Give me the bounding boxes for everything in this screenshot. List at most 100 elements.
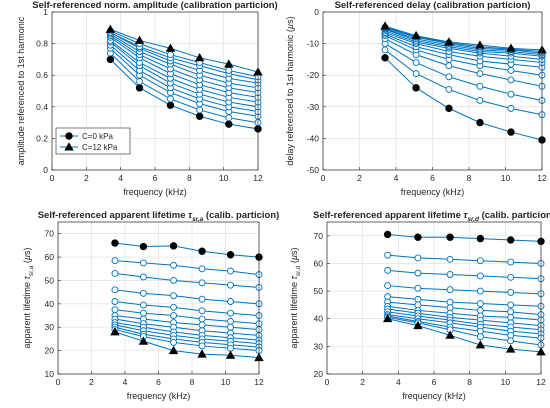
data-point bbox=[507, 289, 515, 296]
data-point bbox=[170, 292, 178, 300]
data-point bbox=[134, 35, 145, 44]
y-axis-label: apparent lifetime τsr,d (µs) bbox=[289, 247, 302, 348]
x-tick-label: 0 bbox=[50, 173, 55, 183]
data-point bbox=[445, 62, 453, 70]
data-point bbox=[412, 70, 420, 78]
data-point bbox=[507, 273, 515, 281]
data-point bbox=[414, 269, 422, 277]
x-tick-label: 10 bbox=[221, 377, 231, 387]
data-point bbox=[507, 301, 515, 309]
data-point bbox=[194, 53, 205, 62]
data-point bbox=[507, 90, 515, 98]
series-2 bbox=[384, 266, 545, 283]
data-point bbox=[111, 306, 119, 314]
data-point bbox=[446, 233, 454, 241]
series-line bbox=[384, 38, 543, 87]
data-point bbox=[476, 97, 484, 104]
series-line bbox=[387, 308, 542, 327]
data-point bbox=[225, 114, 233, 122]
ylabel-unit: s) bbox=[285, 16, 295, 24]
x-tick-label: 8 bbox=[467, 377, 472, 387]
series-line bbox=[387, 269, 542, 280]
series-line bbox=[387, 305, 542, 321]
series-line bbox=[384, 25, 543, 51]
data-point bbox=[166, 51, 174, 59]
data-point bbox=[198, 279, 206, 287]
ylabel-paren: ( bbox=[22, 260, 32, 266]
x-tick-label: 10 bbox=[501, 173, 511, 183]
y-tick-label: 50 bbox=[314, 286, 324, 296]
series-line bbox=[384, 28, 543, 57]
data-point bbox=[476, 234, 485, 243]
y-tick-label: 30 bbox=[314, 341, 324, 351]
ylabel-text: delay referenced to 1st harmonic ( bbox=[285, 29, 295, 166]
data-point bbox=[411, 30, 421, 40]
data-point bbox=[476, 82, 484, 90]
legend: C=0 kPa C=12 kPa bbox=[55, 127, 131, 155]
legend-marker bbox=[64, 142, 74, 151]
title-text: Self-referenced apparent lifetime bbox=[38, 210, 188, 221]
data-point bbox=[111, 286, 119, 294]
data-point bbox=[476, 272, 484, 280]
data-point bbox=[225, 67, 233, 74]
y-tick-label: 40 bbox=[314, 314, 324, 324]
x-tick-label: 0 bbox=[325, 377, 330, 387]
data-point bbox=[507, 128, 515, 136]
chart-title: Self-referenced apparent lifetime τsr,a … bbox=[38, 210, 280, 223]
chart-panel-lifetime-d: 0 2 4 6 8 10 12 20 30 40 50 60 70 Self-referenced app… bbox=[289, 210, 550, 401]
y-tick-label: -20 bbox=[307, 70, 320, 80]
data-point bbox=[507, 337, 515, 345]
data-point bbox=[384, 282, 392, 290]
ylabel-mu: µ bbox=[289, 255, 299, 260]
data-point bbox=[165, 43, 176, 52]
data-point bbox=[507, 67, 515, 74]
x-tick-label: 10 bbox=[501, 377, 511, 387]
data-point bbox=[138, 336, 149, 345]
x-tick-label: 4 bbox=[396, 377, 401, 387]
data-point bbox=[414, 254, 422, 262]
data-point bbox=[507, 104, 515, 112]
axes-box bbox=[51, 11, 259, 171]
x-tick-label: 2 bbox=[357, 173, 362, 183]
series-line bbox=[384, 49, 543, 116]
data-point bbox=[476, 300, 484, 307]
x-tick-label: 6 bbox=[156, 377, 161, 387]
data-point bbox=[111, 239, 119, 247]
data-point bbox=[380, 21, 390, 30]
axes-box bbox=[57, 221, 260, 375]
data-point bbox=[169, 242, 178, 250]
data-point bbox=[111, 269, 119, 277]
y-tick-label: 0 bbox=[314, 7, 319, 17]
x-tick-label: 2 bbox=[84, 173, 89, 183]
data-point bbox=[197, 349, 207, 358]
data-point bbox=[168, 345, 179, 355]
data-point bbox=[198, 265, 206, 273]
data-point bbox=[445, 330, 455, 339]
axes-box bbox=[322, 11, 543, 171]
y-tick-label: 30 bbox=[45, 322, 55, 332]
y-tick-label: 0.8 bbox=[36, 39, 48, 49]
ylabel-tau: τ bbox=[22, 276, 32, 280]
series-line bbox=[114, 324, 260, 345]
series-1 bbox=[111, 257, 263, 279]
series-line bbox=[387, 311, 542, 331]
data-point bbox=[139, 301, 147, 309]
series-line bbox=[110, 47, 259, 117]
data-point bbox=[139, 259, 147, 267]
data-point bbox=[170, 261, 178, 269]
chart-title: Self-referenced norm. amplitude (calibra… bbox=[32, 0, 277, 11]
series-line bbox=[114, 315, 260, 331]
ylabel-text: apparent lifetime bbox=[22, 280, 32, 349]
series-line bbox=[387, 233, 542, 242]
series-line bbox=[110, 41, 259, 108]
data-point bbox=[170, 312, 178, 319]
x-tick-label: 12 bbox=[536, 377, 546, 387]
series-line bbox=[387, 316, 542, 346]
series-line bbox=[110, 32, 259, 81]
legend-marker bbox=[65, 132, 73, 140]
x-axis-label: frequency (kHz) bbox=[123, 187, 187, 197]
data-point bbox=[227, 323, 234, 331]
title-text: Self-referenced norm. amplitude (calibra… bbox=[32, 0, 277, 11]
